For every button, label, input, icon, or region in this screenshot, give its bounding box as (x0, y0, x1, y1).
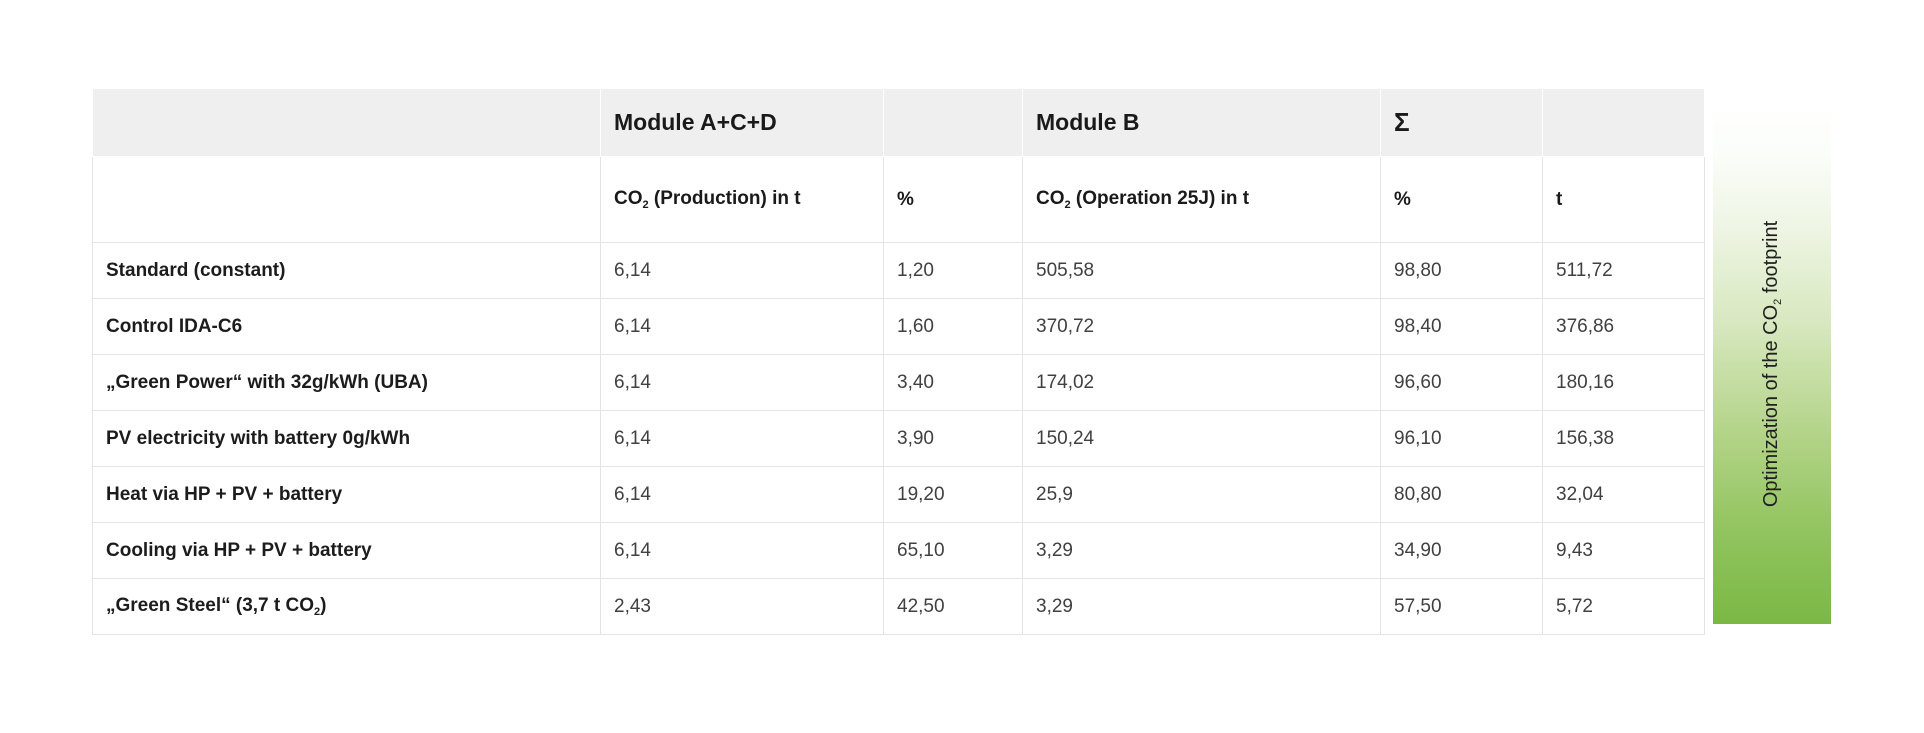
value-cell-percent-operation: 80,80 (1380, 466, 1543, 523)
value-cell-co2-production: 6,14 (600, 410, 884, 467)
row-label: „Green Steel“ (3,7 t CO2) (92, 578, 601, 635)
value-cell-total-t: 32,04 (1542, 466, 1705, 523)
value-cell-percent-production: 1,60 (883, 298, 1023, 355)
table-row: „Green Steel“ (3,7 t CO2) 2,43 42,50 3,2… (92, 578, 1705, 635)
value-cell-percent-production: 3,40 (883, 354, 1023, 411)
value-cell-co2-operation: 370,72 (1022, 298, 1381, 355)
group-header-empty (92, 88, 601, 157)
subscript: 2 (314, 606, 321, 618)
value-cell-percent-operation: 34,90 (1380, 522, 1543, 579)
table-row: „Green Power“ with 32g/kWh (UBA) 6,14 3,… (92, 354, 1705, 411)
value-cell-co2-production: 6,14 (600, 354, 884, 411)
value-cell-co2-operation: 505,58 (1022, 242, 1381, 299)
value-cell-total-t: 180,16 (1542, 354, 1705, 411)
value-cell-total-t: 9,43 (1542, 522, 1705, 579)
group-header-module-b: Module B (1022, 88, 1381, 157)
value-cell-total-t: 376,86 (1542, 298, 1705, 355)
value-cell-percent-operation: 98,40 (1380, 298, 1543, 355)
column-header-row: CO2 (Production) in t % CO2 (Operation 2… (92, 156, 1705, 243)
table-body: Standard (constant) 6,14 1,20 505,58 98,… (92, 242, 1705, 635)
group-header-row: Module A+C+D Module B Σ (92, 88, 1705, 157)
value-cell-total-t: 5,72 (1542, 578, 1705, 635)
value-cell-percent-operation: 96,60 (1380, 354, 1543, 411)
column-header-total-t: t (1542, 156, 1705, 243)
table-row: Control IDA-C6 6,14 1,60 370,72 98,40 37… (92, 298, 1705, 355)
value-cell-total-t: 511,72 (1542, 242, 1705, 299)
table-row: Cooling via HP + PV + battery 6,14 65,10… (92, 522, 1705, 579)
subscript: 2 (1064, 199, 1071, 211)
row-label: „Green Power“ with 32g/kWh (UBA) (92, 354, 601, 411)
group-header-module-acd: Module A+C+D (600, 88, 884, 157)
gradient-bar-label: Optimization of the CO2 footprint (1760, 220, 1784, 507)
value-cell-co2-production: 6,14 (600, 242, 884, 299)
value-cell-percent-production: 1,20 (883, 242, 1023, 299)
subscript: 2 (642, 199, 649, 211)
value-cell-co2-operation: 174,02 (1022, 354, 1381, 411)
row-label: PV electricity with battery 0g/kWh (92, 410, 601, 467)
column-header-co2-operation: CO2 (Operation 25J) in t (1022, 156, 1381, 243)
row-label: Heat via HP + PV + battery (92, 466, 601, 523)
value-cell-total-t: 156,38 (1542, 410, 1705, 467)
co2-results-table: Module A+C+D Module B Σ CO2 (Production)… (92, 88, 1705, 635)
co2-optimization-gradient-bar: Optimization of the CO2 footprint (1713, 103, 1831, 624)
group-header-empty (883, 88, 1023, 157)
value-cell-percent-production: 3,90 (883, 410, 1023, 467)
table-row: PV electricity with battery 0g/kWh 6,14 … (92, 410, 1705, 467)
value-cell-percent-production: 65,10 (883, 522, 1023, 579)
value-cell-percent-operation: 57,50 (1380, 578, 1543, 635)
column-header-percent-production: % (883, 156, 1023, 243)
value-cell-co2-operation: 25,9 (1022, 466, 1381, 523)
value-cell-co2-operation: 150,24 (1022, 410, 1381, 467)
value-cell-percent-operation: 98,80 (1380, 242, 1543, 299)
value-cell-co2-operation: 3,29 (1022, 522, 1381, 579)
value-cell-co2-production: 6,14 (600, 466, 884, 523)
value-cell-percent-operation: 96,10 (1380, 410, 1543, 467)
value-cell-percent-production: 42,50 (883, 578, 1023, 635)
group-header-empty (1542, 88, 1705, 157)
row-label: Standard (constant) (92, 242, 601, 299)
column-header-percent-operation: % (1380, 156, 1543, 243)
column-header-co2-production: CO2 (Production) in t (600, 156, 884, 243)
value-cell-co2-production: 6,14 (600, 522, 884, 579)
column-header-rowlabels (92, 156, 601, 243)
group-header-sigma: Σ (1380, 88, 1543, 157)
value-cell-co2-operation: 3,29 (1022, 578, 1381, 635)
value-cell-co2-production: 6,14 (600, 298, 884, 355)
value-cell-co2-production: 2,43 (600, 578, 884, 635)
table-row: Standard (constant) 6,14 1,20 505,58 98,… (92, 242, 1705, 299)
value-cell-percent-production: 19,20 (883, 466, 1023, 523)
table-row: Heat via HP + PV + battery 6,14 19,20 25… (92, 466, 1705, 523)
row-label: Control IDA-C6 (92, 298, 601, 355)
row-label: Cooling via HP + PV + battery (92, 522, 601, 579)
